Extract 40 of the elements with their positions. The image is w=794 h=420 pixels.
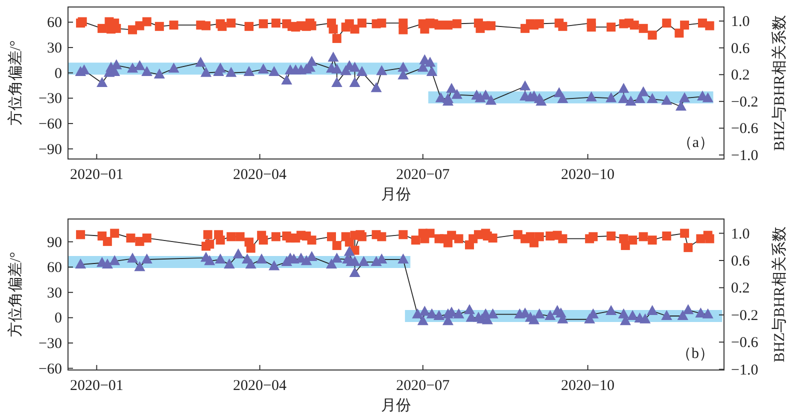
y-tick-label: −60 xyxy=(38,361,62,378)
y2-tick-label: −0.2 xyxy=(731,94,758,110)
y2-tick-label: 0.6 xyxy=(731,253,750,270)
y-tick-label: −30 xyxy=(38,336,62,352)
y2-tick-label: 0.2 xyxy=(731,68,750,84)
y-tick-label: 30 xyxy=(47,285,62,302)
x-tick-label: 2020−10 xyxy=(561,378,615,394)
y-tick-label: 60 xyxy=(47,260,62,276)
x-tick-label: 2020−07 xyxy=(396,378,450,394)
y-tick-label: −90 xyxy=(38,142,62,158)
y2-axis-title: BHZ与BHR相关系数 xyxy=(771,226,788,362)
y-tick-label: 30 xyxy=(47,40,62,57)
x-axis-title: 月份 xyxy=(381,398,411,414)
x-tick-label: 2020−07 xyxy=(396,167,450,183)
x-tick-label: 2020−04 xyxy=(233,167,288,183)
y-axis-title: 方位角偏差/° xyxy=(7,252,24,338)
y2-tick-label: −0.6 xyxy=(731,121,759,138)
y-tick-label: 90 xyxy=(47,234,62,251)
x-tick-label: 2020−10 xyxy=(561,167,615,183)
y2-axis-title: BHZ与BHR相关系数 xyxy=(771,15,788,151)
x-tick-label: 2020−01 xyxy=(70,378,124,394)
y2-tick-label: 1.0 xyxy=(731,14,750,30)
y2-tick-label: 1.0 xyxy=(731,226,750,242)
x-tick-label: 2020−01 xyxy=(70,167,124,183)
y-axis-title: 方位角偏差/° xyxy=(7,40,24,126)
y-tick-label: 0 xyxy=(54,310,62,327)
y2-tick-label: −0.2 xyxy=(731,308,758,324)
annotation: （a） xyxy=(677,135,714,151)
y2-tick-label: 0.6 xyxy=(731,40,750,57)
x-tick-label: 2020−04 xyxy=(233,378,288,394)
y-tick-label: 0 xyxy=(54,66,62,82)
y2-tick-label: −1.0 xyxy=(731,362,758,378)
y2-tick-label: 0.2 xyxy=(731,280,750,297)
annotation: （b） xyxy=(676,346,714,362)
y2-tick-label: −0.6 xyxy=(731,335,759,352)
y2-tick-label: −1.0 xyxy=(731,148,758,164)
y-tick-label: 60 xyxy=(47,15,62,32)
y-tick-label: −30 xyxy=(38,91,62,108)
x-axis-title: 月份 xyxy=(381,187,411,203)
y-tick-label: −60 xyxy=(38,116,62,133)
